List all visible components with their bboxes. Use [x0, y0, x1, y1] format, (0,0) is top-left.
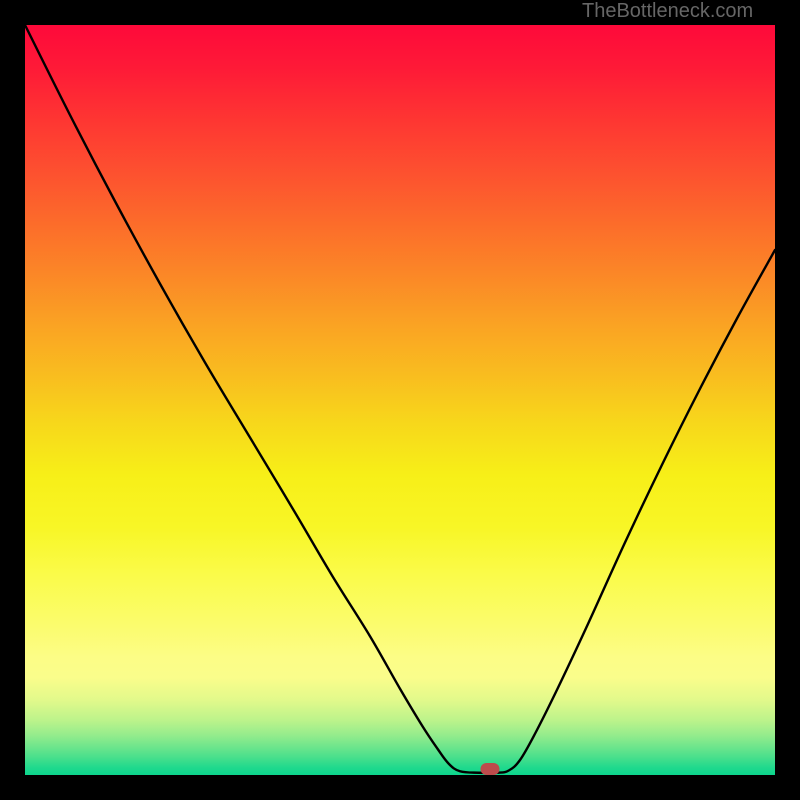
gradient-background — [25, 25, 775, 775]
chart-stage: TheBottleneck.com — [0, 0, 800, 800]
watermark-text: TheBottleneck.com — [582, 0, 753, 23]
optimal-point-marker — [481, 763, 500, 775]
bottleneck-chart — [0, 0, 800, 800]
